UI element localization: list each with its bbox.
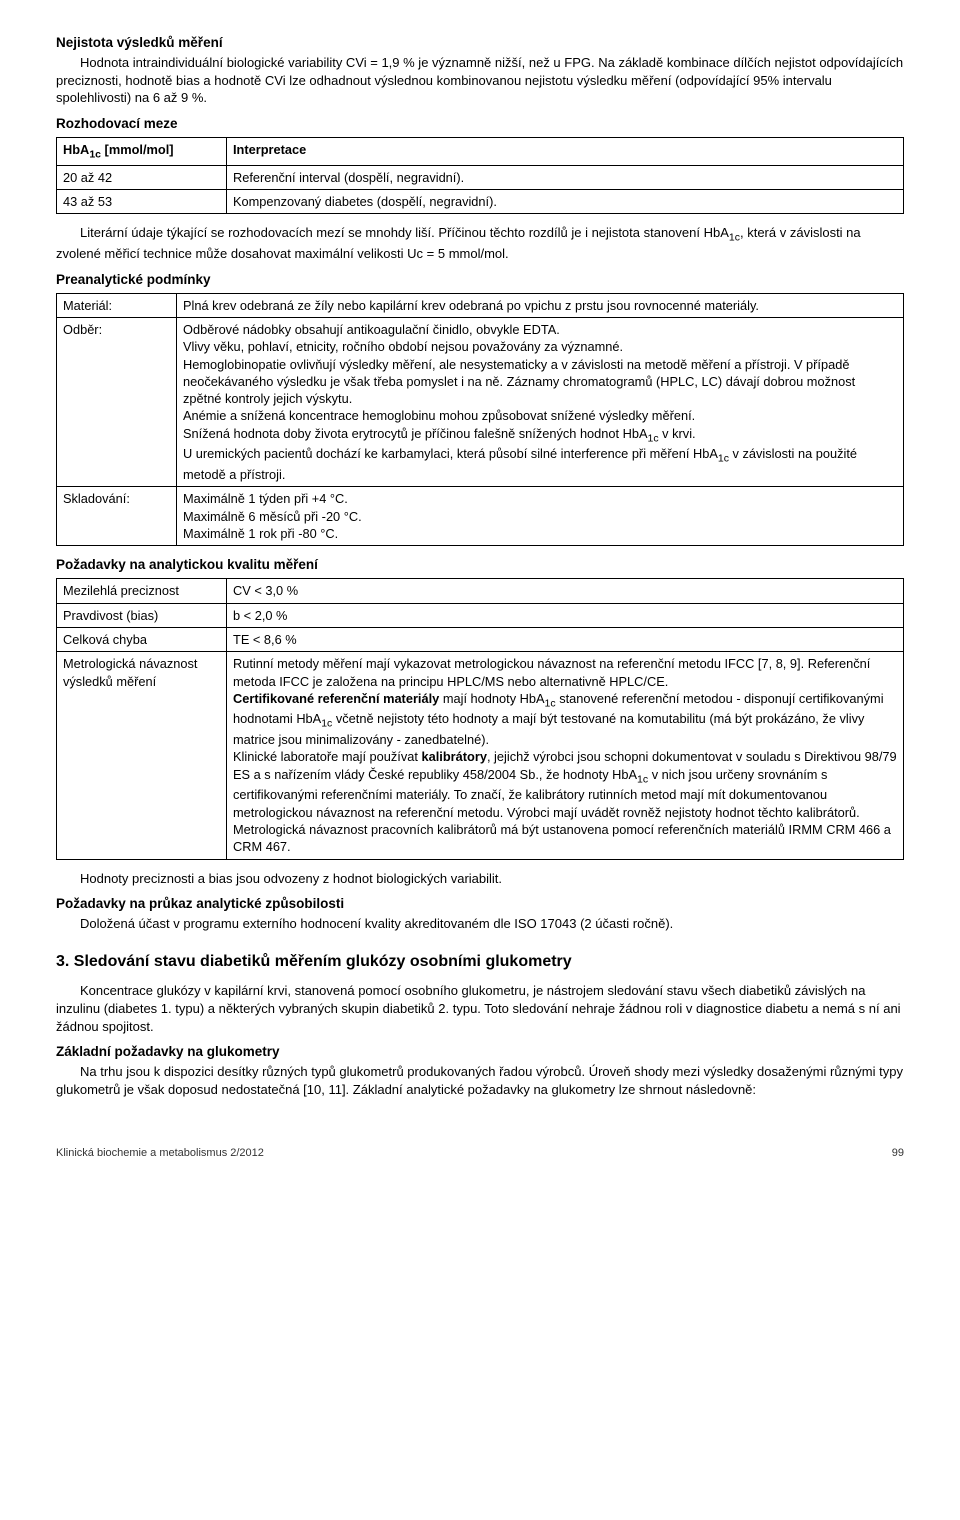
footer-journal: Klinická biochemie a metabolismus 2/2012 xyxy=(56,1147,264,1159)
cell-label: Celková chyba xyxy=(57,627,227,651)
sub-1c: 1c xyxy=(718,453,729,465)
sub-1c: 1c xyxy=(545,697,556,709)
cell-label: Pravdivost (bias) xyxy=(57,603,227,627)
table-preanalytical: Materiál: Plná krev odebraná ze žíly neb… xyxy=(56,293,904,546)
para-decision-limits: Literární údaje týkající se rozhodovacíc… xyxy=(56,224,904,262)
text-bold: kalibrátory xyxy=(422,749,487,764)
heading-proof: Požadavky na průkaz analytické způsobilo… xyxy=(56,895,904,913)
table-row: Celková chyba TE < 8,6 % xyxy=(57,627,904,651)
heading-decision-limits: Rozhodovací meze xyxy=(56,115,904,133)
para-proof: Doložená účast v programu externího hodn… xyxy=(56,915,904,933)
footer-page-number: 99 xyxy=(892,1146,904,1161)
text-bold: Certifikované referenční materiály xyxy=(233,691,439,706)
table-row: Pravdivost (bias) b < 2,0 % xyxy=(57,603,904,627)
cell: Referenční interval (dospělí, negravidní… xyxy=(227,165,904,189)
table-row: Skladování: Maximálně 1 týden při +4 °C.… xyxy=(57,487,904,546)
cell: Maximálně 1 týden při +4 °C. Maximálně 6… xyxy=(177,487,904,546)
table-row: Mezilehlá preciznost CV < 3,0 % xyxy=(57,579,904,603)
cell: Plná krev odebraná ze žíly nebo kapilárn… xyxy=(177,293,904,317)
text: Literární údaje týkající se rozhodovacíc… xyxy=(80,225,729,240)
sub-1c: 1c xyxy=(729,232,740,244)
heading-uncertainty: Nejistota výsledků měření xyxy=(56,34,904,52)
cell-label: Mezilehlá preciznost xyxy=(57,579,227,603)
para-glucometers: Koncentrace glukózy v kapilární krvi, st… xyxy=(56,982,904,1035)
cell: CV < 3,0 % xyxy=(227,579,904,603)
cell: Kompenzovaný diabetes (dospělí, negravid… xyxy=(227,190,904,214)
text: mají hodnoty HbA xyxy=(439,691,544,706)
cell: 43 až 53 xyxy=(57,190,227,214)
table-row: Materiál: Plná krev odebraná ze žíly neb… xyxy=(57,293,904,317)
sub-1c: 1c xyxy=(89,149,101,161)
cell-label: Skladování: xyxy=(57,487,177,546)
para-uncertainty: Hodnota intraindividuální biologické var… xyxy=(56,54,904,107)
table-row: Metrologická návaznost výsledků měření R… xyxy=(57,652,904,859)
heading-preanalytical: Preanalytické podmínky xyxy=(56,271,904,289)
table-decision-limits: HbA1c [mmol/mol] Interpretace 20 až 42 R… xyxy=(56,137,904,214)
label-unit: [mmol/mol] xyxy=(101,142,174,157)
cell-label: Odběr: xyxy=(57,318,177,487)
heading-analytical-quality: Požadavky na analytickou kvalitu měření xyxy=(56,556,904,574)
para-glucometer-requirements: Na trhu jsou k dispozici desítky různých… xyxy=(56,1063,904,1098)
cell: b < 2,0 % xyxy=(227,603,904,627)
page-footer: Klinická biochemie a metabolismus 2/2012… xyxy=(56,1146,904,1161)
cell-label: Materiál: xyxy=(57,293,177,317)
cell: TE < 8,6 % xyxy=(227,627,904,651)
cell: Odběrové nádobky obsahují antikoagulační… xyxy=(177,318,904,487)
cell: Rutinní metody měření mají vykazovat met… xyxy=(227,652,904,859)
table-row: 43 až 53 Kompenzovaný diabetes (dospělí,… xyxy=(57,190,904,214)
sub-1c: 1c xyxy=(321,718,332,730)
sub-1c: 1c xyxy=(648,432,659,444)
text: Rutinní metody měření mají vykazovat met… xyxy=(233,656,870,688)
sub-1c: 1c xyxy=(637,773,648,785)
label-hba: HbA xyxy=(63,142,89,157)
table-row: Odběr: Odběrové nádobky obsahují antikoa… xyxy=(57,318,904,487)
table-analytical-quality: Mezilehlá preciznost CV < 3,0 % Pravdivo… xyxy=(56,578,904,859)
heading-glucometer-requirements: Základní požadavky na glukometry xyxy=(56,1043,904,1061)
cell-label: Metrologická návaznost výsledků měření xyxy=(57,652,227,859)
cell: 20 až 42 xyxy=(57,165,227,189)
table-header-interpretation: Interpretace xyxy=(227,138,904,166)
para-quality-note: Hodnoty preciznosti a bias jsou odvozeny… xyxy=(56,870,904,888)
table-header-hba: HbA1c [mmol/mol] xyxy=(57,138,227,166)
text: Odběrové nádobky obsahují antikoagulační… xyxy=(183,322,855,441)
table-row: 20 až 42 Referenční interval (dospělí, n… xyxy=(57,165,904,189)
heading-glucometers: 3. Sledování stavu diabetiků měřením glu… xyxy=(56,951,904,973)
